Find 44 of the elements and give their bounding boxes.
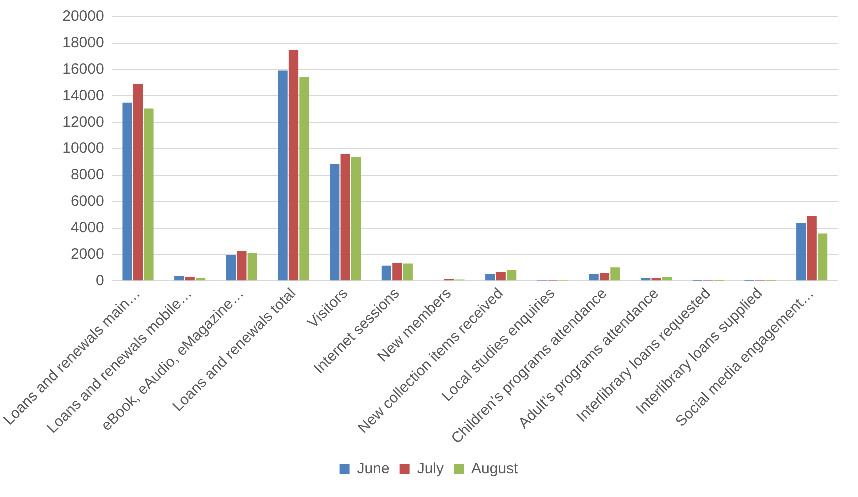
bar <box>196 278 206 281</box>
bar <box>403 264 413 281</box>
bar <box>486 274 496 281</box>
y-tick-label: 4000 <box>70 219 104 236</box>
bar <box>818 234 828 281</box>
y-tick-label: 2000 <box>70 246 104 263</box>
bar <box>340 154 350 281</box>
bar <box>652 278 662 281</box>
bar <box>248 253 258 281</box>
bar <box>600 273 610 281</box>
y-tick-label: 16000 <box>62 60 104 78</box>
y-tick-label: 10000 <box>62 140 104 158</box>
y-tick-label: 20000 <box>62 8 104 26</box>
bar <box>641 278 651 281</box>
y-tick-label: 8000 <box>70 166 104 184</box>
bar <box>589 274 599 281</box>
bar <box>226 255 236 281</box>
y-tick-label: 6000 <box>70 193 104 210</box>
y-tick-label: 14000 <box>62 87 104 104</box>
bar <box>278 70 288 281</box>
bar <box>496 272 506 281</box>
bar <box>382 266 392 281</box>
bar <box>144 108 154 281</box>
bar <box>237 252 247 281</box>
legend-label: August <box>472 460 520 478</box>
bar <box>610 268 620 281</box>
bar <box>174 276 184 281</box>
y-tick-label: 18000 <box>62 34 104 52</box>
y-tick-label: 0 <box>96 272 104 290</box>
bar <box>185 278 195 281</box>
bar <box>351 158 362 281</box>
y-tick-label: 12000 <box>62 114 104 131</box>
bar <box>807 216 817 281</box>
bar <box>122 102 132 281</box>
bar <box>330 164 340 281</box>
legend-label: July <box>417 460 444 478</box>
bar <box>506 270 517 281</box>
bar <box>796 223 806 281</box>
bar <box>288 50 299 281</box>
bar <box>133 84 144 281</box>
bar <box>392 263 402 281</box>
bar <box>662 278 672 281</box>
bar <box>300 77 310 281</box>
legend-label: June <box>357 460 390 478</box>
